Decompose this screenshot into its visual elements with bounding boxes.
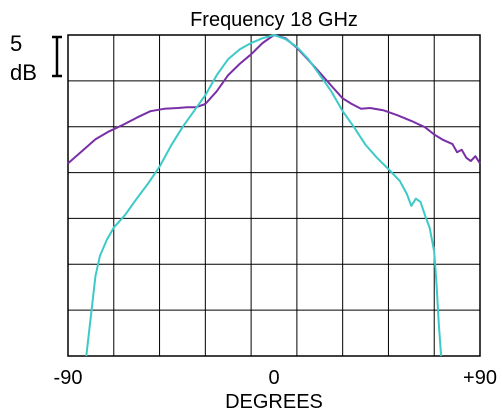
grid [68, 35, 480, 356]
chart-title: Frequency 18 GHz [190, 9, 358, 31]
x-tick-label: -90 [54, 367, 83, 389]
series-layer [67, 34, 481, 357]
x-tick-label: +90 [463, 367, 497, 389]
x-tick-label: 0 [268, 367, 279, 389]
x-axis-label: DEGREES [225, 391, 323, 413]
plot-frame [67, 34, 481, 357]
x-tick-labels: -90 0 +90 [54, 367, 497, 389]
scale-bar: 5 dB [10, 31, 62, 85]
series-line-2 [85, 34, 443, 357]
scale-bar-unit: dB [10, 60, 37, 85]
series-line-1 [67, 34, 481, 165]
scale-bar-value: 5 [10, 31, 22, 56]
